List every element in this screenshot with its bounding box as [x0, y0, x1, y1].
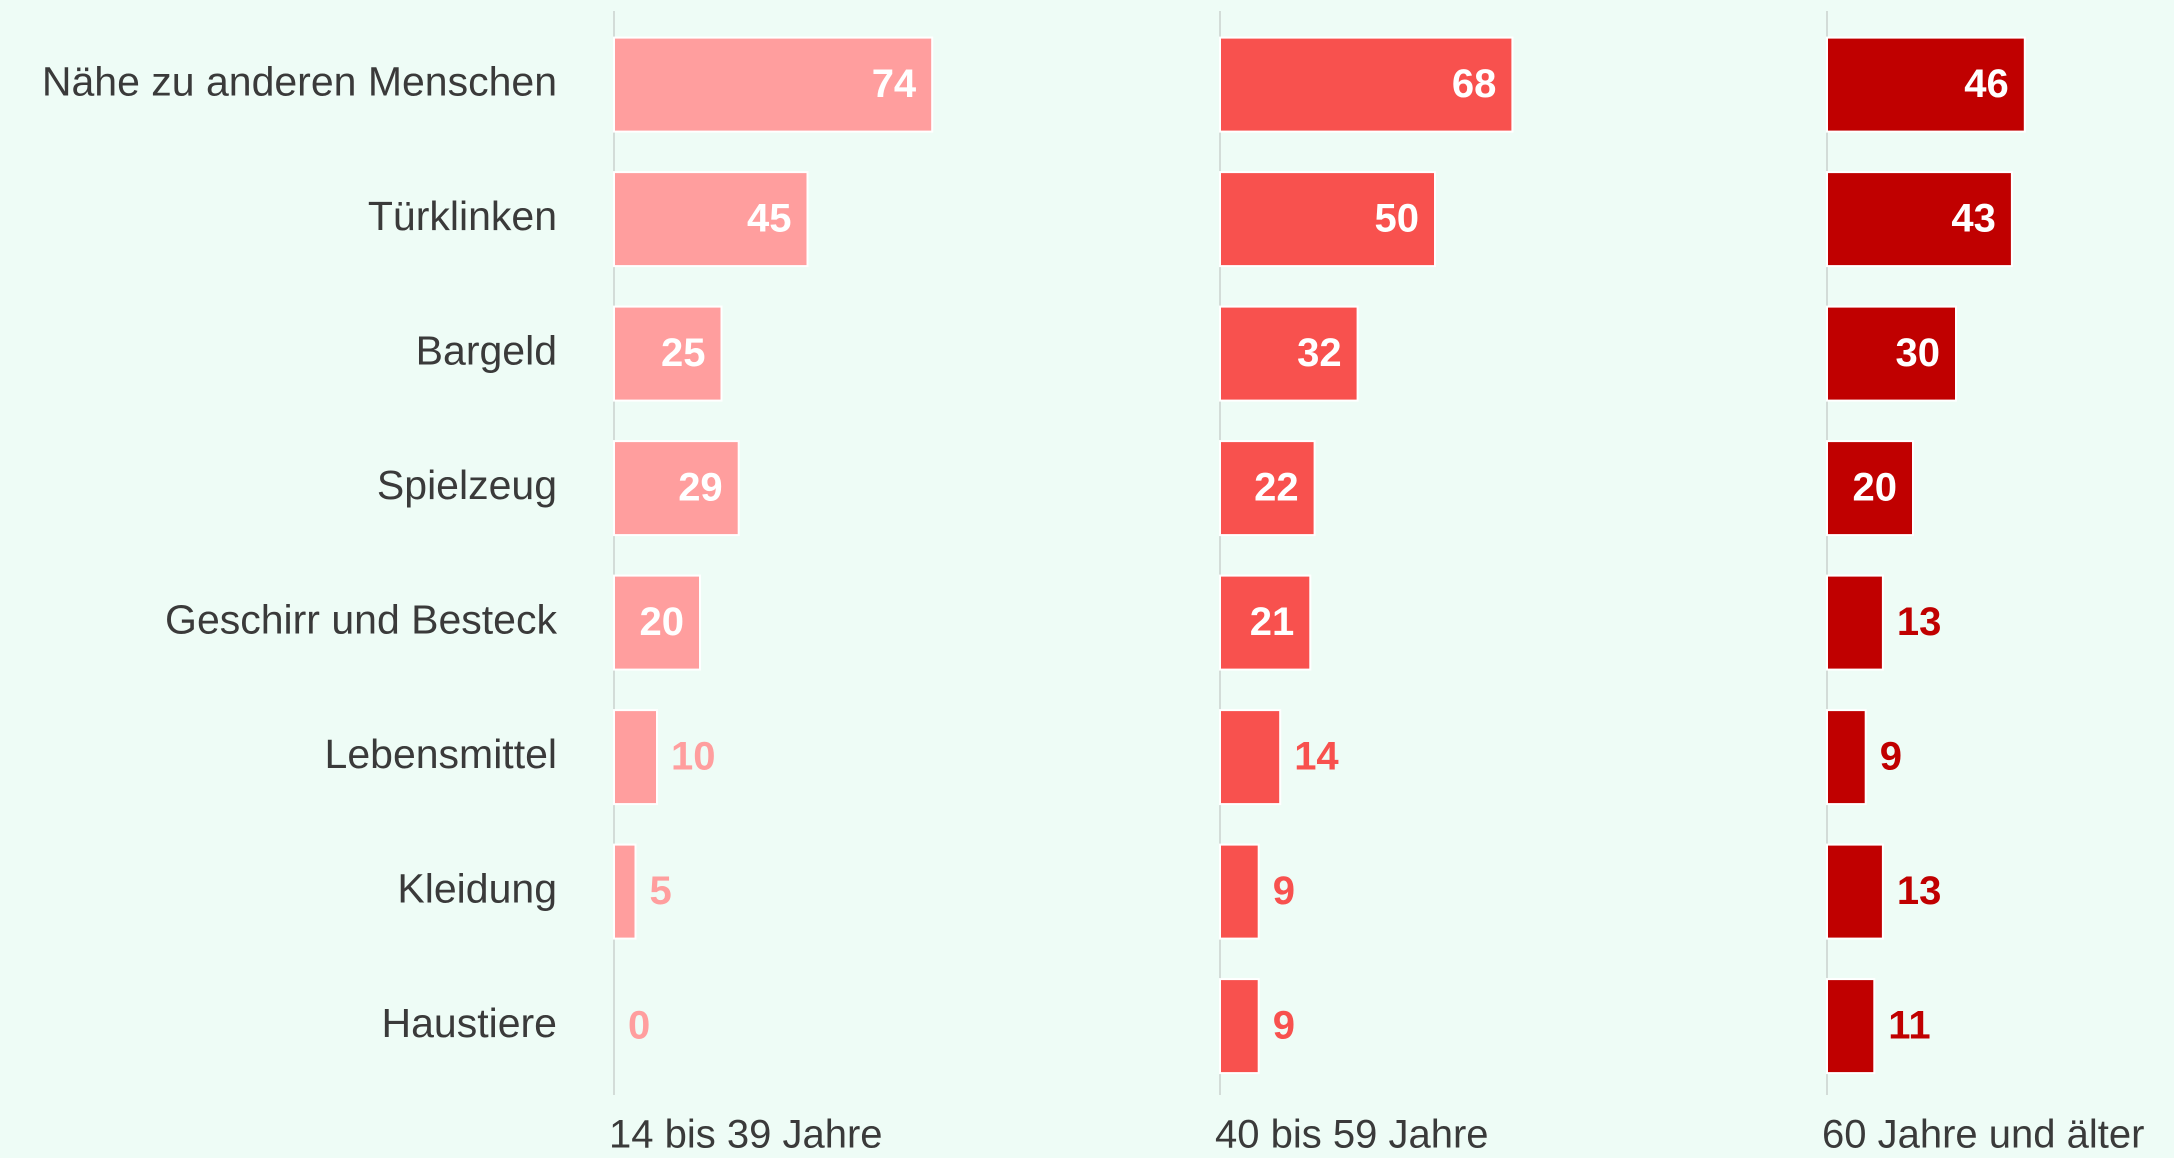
value-label: 43: [1951, 197, 1996, 241]
bar: [613, 171, 809, 268]
value-label: 9: [1880, 735, 1902, 779]
value-label: 10: [671, 735, 716, 779]
value-label: 13: [1897, 600, 1942, 644]
bar: [1826, 171, 2013, 268]
value-label: 46: [1964, 62, 2009, 106]
panel-label: 40 bis 59 Jahre: [1215, 1113, 1489, 1157]
bar: [1219, 843, 1260, 940]
value-label: 9: [1273, 869, 1295, 913]
value-label: 5: [650, 869, 672, 913]
category-label: Türklinken: [368, 193, 557, 239]
category-label: Spielzeug: [377, 462, 557, 508]
value-label: 25: [661, 331, 706, 375]
bar: [1219, 709, 1282, 806]
bar: [1219, 171, 1436, 268]
bar: [1826, 843, 1884, 940]
bar: [1826, 440, 1914, 537]
category-label: Geschirr und Besteck: [165, 596, 557, 642]
bar: [1219, 305, 1359, 402]
value-label: 0: [628, 1004, 650, 1048]
category-label: Lebensmittel: [325, 731, 557, 777]
value-label: 30: [1896, 331, 1941, 375]
value-label: 11: [1888, 1004, 1930, 1048]
panel-label: 14 bis 39 Jahre: [609, 1113, 883, 1157]
category-label: Bargeld: [416, 327, 557, 373]
bar: [1826, 709, 1867, 806]
value-label: 29: [678, 466, 723, 510]
bar: [1826, 978, 1876, 1075]
bar: [613, 574, 701, 671]
category-label: Haustiere: [382, 1000, 557, 1046]
value-label: 50: [1375, 197, 1420, 241]
bar: [613, 36, 934, 133]
bar: [613, 305, 723, 402]
value-label: 22: [1254, 466, 1299, 510]
bar: [1219, 36, 1514, 133]
bar: [1826, 305, 1957, 402]
value-label: 13: [1897, 869, 1942, 913]
bar: [613, 440, 740, 537]
value-label: 45: [747, 197, 792, 241]
value-label: 21: [1250, 600, 1295, 644]
value-label: 74: [872, 62, 917, 106]
bar: [1219, 978, 1260, 1075]
category-label: Nähe zu anderen Menschen: [42, 58, 557, 104]
bar: [1219, 574, 1312, 671]
value-label: 20: [1853, 466, 1898, 510]
bar: [1219, 440, 1316, 537]
value-label: 68: [1452, 62, 1497, 106]
category-label: Kleidung: [397, 865, 557, 911]
panel-label: 60 Jahre und älter: [1822, 1113, 2144, 1157]
value-label: 20: [640, 600, 685, 644]
bar: [613, 709, 658, 806]
value-label: 14: [1294, 735, 1339, 779]
value-label: 9: [1273, 1004, 1295, 1048]
bar: [1826, 574, 1884, 671]
bar: [1826, 36, 2026, 133]
value-label: 32: [1297, 331, 1342, 375]
bar: [613, 843, 637, 940]
